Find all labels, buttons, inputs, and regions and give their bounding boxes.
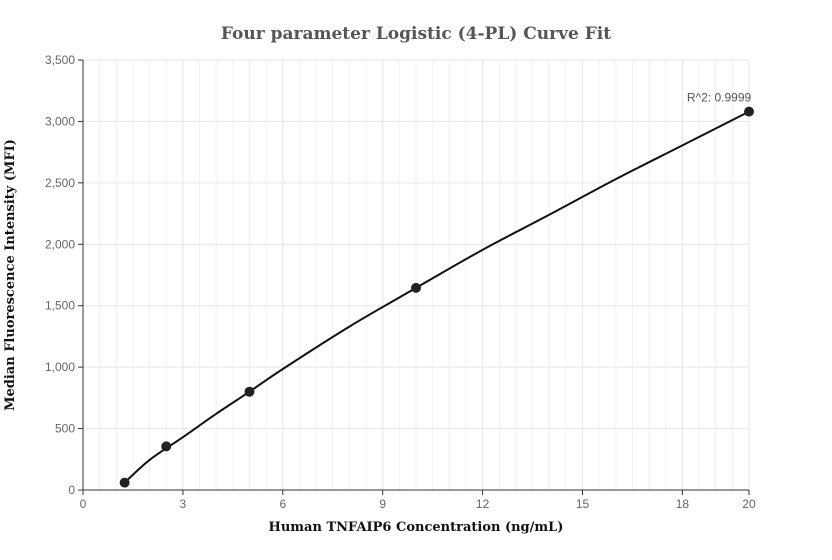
chart-title: Four parameter Logistic (4-PL) Curve Fit (221, 24, 611, 44)
y-tick-label: 0 (68, 483, 75, 497)
data-point (411, 282, 421, 293)
y-axis-label: Median Fluorescence Intensity (MFI) (3, 139, 18, 411)
y-tick-label: 1,000 (45, 360, 75, 374)
grid (82, 59, 750, 491)
data-point (119, 477, 130, 488)
data-point (161, 441, 172, 452)
y-tick-label: 2,500 (45, 176, 75, 190)
y-tick-label: 3,000 (45, 114, 75, 128)
x-tick-label: 0 (80, 497, 87, 511)
x-tick-label: 3 (180, 497, 187, 511)
data-point (244, 386, 255, 397)
y-tick-label: 3,500 (45, 53, 75, 67)
x-tick-label: 15 (576, 497, 590, 511)
y-tick-label: 1,500 (45, 299, 75, 313)
data-points (119, 106, 754, 488)
y-tick-label: 2,000 (45, 237, 75, 251)
x-tick-label: 20 (742, 497, 756, 511)
x-tick-label: 6 (279, 497, 286, 511)
y-tick-label: 500 (55, 422, 75, 436)
x-tick-label: 18 (676, 497, 690, 511)
x-tick-label: 12 (476, 497, 490, 511)
axes (78, 59, 750, 495)
fit-curve (123, 110, 750, 484)
x-axis-label: Human TNFAIP6 Concentration (ng/mL) (269, 520, 564, 535)
r-squared-annotation: R^2: 0.9999 (687, 91, 752, 105)
data-point (744, 106, 754, 117)
tick-labels: 0 3 6 9 12 15 18 20 0 500 1,000 1,500 2,000 2,500 3,00… (45, 53, 756, 511)
x-tick-label: 9 (379, 497, 386, 511)
